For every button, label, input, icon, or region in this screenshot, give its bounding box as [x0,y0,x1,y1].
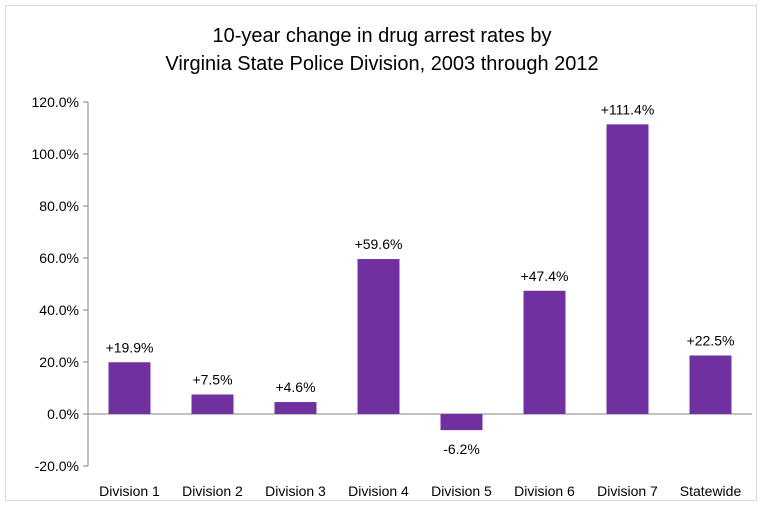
bar [440,414,483,431]
y-tick-label: 40.0% [39,302,79,318]
bar [689,355,732,414]
y-tick-label: 0.0% [47,406,79,422]
data-label: +47.4% [521,268,569,284]
y-tick-label: 60.0% [39,250,79,266]
data-label: +111.4% [601,101,655,117]
x-category-label: Division 7 [597,483,658,499]
y-tick-label: 120.0% [32,94,79,110]
y-tick-label: 20.0% [39,354,79,370]
y-tick-label: -20.0% [35,458,79,474]
data-label: +22.5% [687,333,735,349]
bar [108,362,151,414]
data-label: +4.6% [275,379,315,395]
x-category-label: Division 6 [514,483,575,499]
x-category-label: Statewide [680,483,742,499]
y-tick-label: 100.0% [32,146,79,162]
bar [357,259,400,414]
chart-title-line-2: Virginia State Police Division, 2003 thr… [165,53,599,75]
data-label: -6.2% [443,441,480,457]
chart-title: 10-year change in drug arrest rates by V… [0,22,764,78]
bar [523,290,566,414]
x-category-label: Division 2 [182,483,243,499]
chart-title-line-1: 10-year change in drug arrest rates by [212,25,552,47]
bar [274,402,317,414]
x-category-label: Division 5 [431,483,492,499]
bar [191,394,234,414]
x-category-label: Division 1 [99,483,160,499]
x-category-label: Division 4 [348,483,409,499]
y-tick-label: 80.0% [39,198,79,214]
data-label: +19.9% [106,339,154,355]
bar [606,124,649,415]
x-category-label: Division 3 [265,483,326,499]
data-label: +59.6% [355,236,403,252]
data-label: +7.5% [192,372,232,388]
